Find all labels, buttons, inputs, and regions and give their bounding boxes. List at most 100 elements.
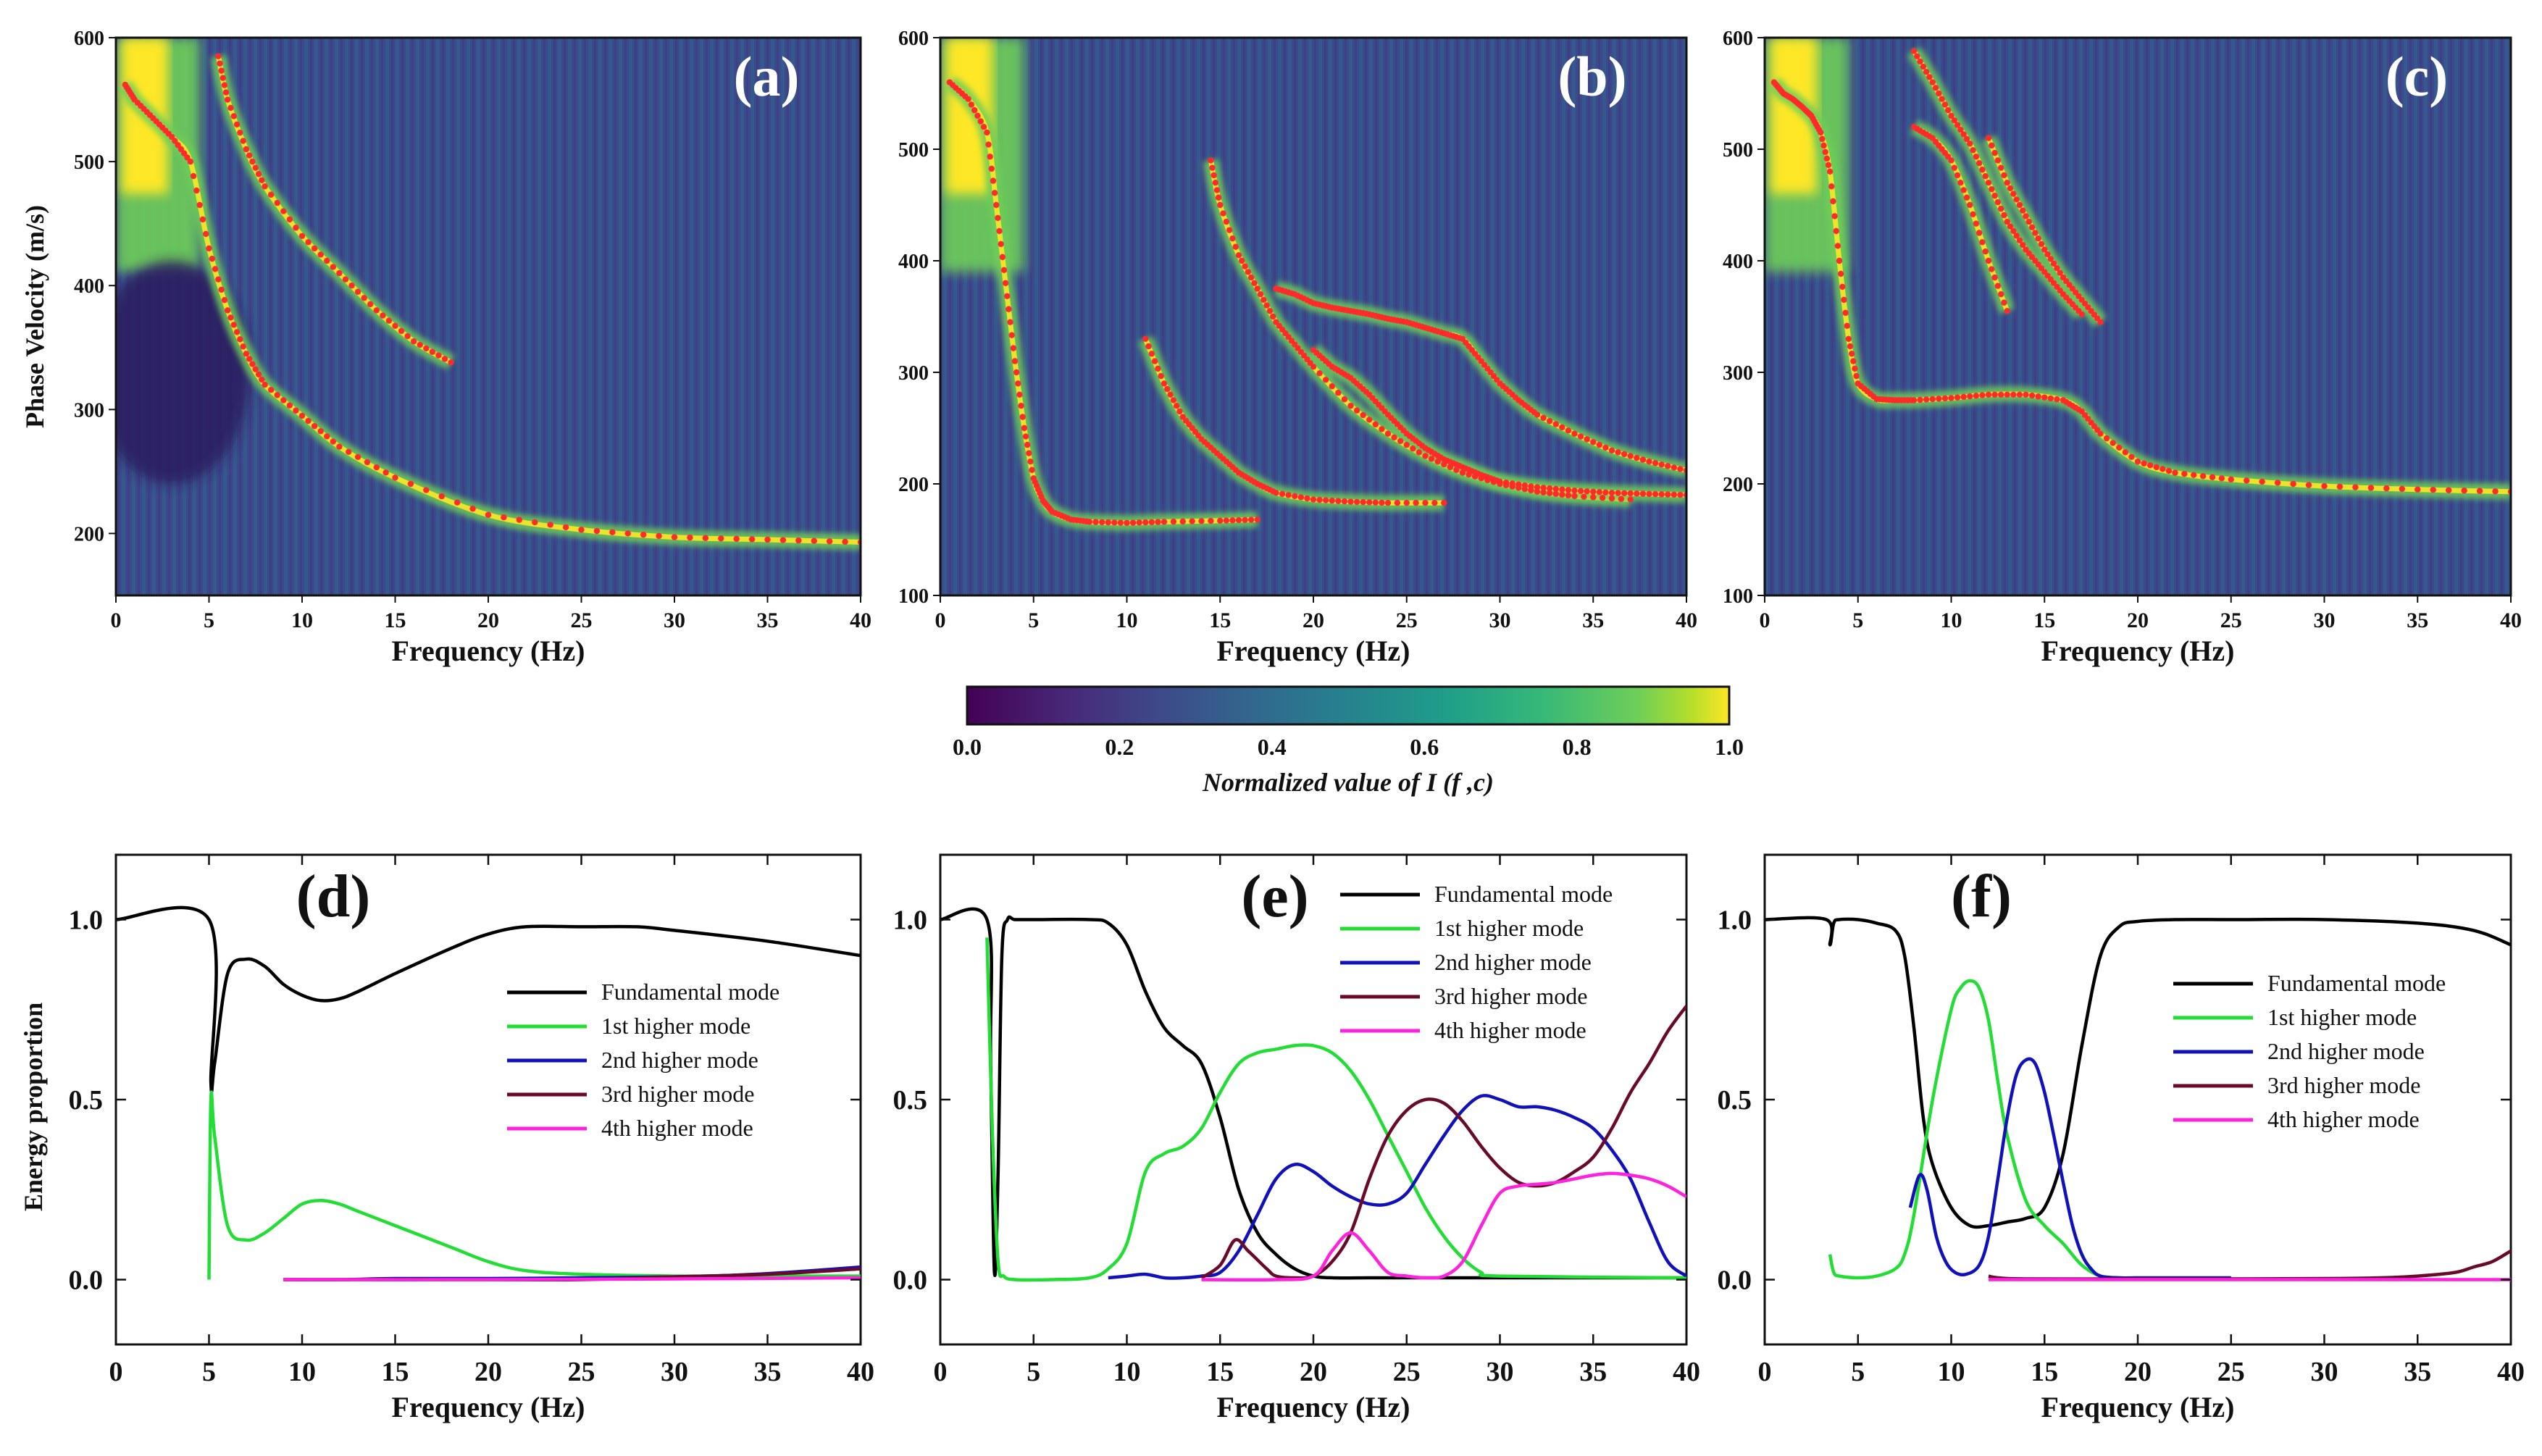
picked-point (1142, 519, 1149, 526)
x-tick-label: 40 (850, 608, 871, 632)
picked-point (336, 269, 343, 277)
picked-point (516, 516, 523, 523)
picked-point (1540, 485, 1547, 491)
picked-point (1189, 518, 1195, 524)
picked-point (2028, 392, 2036, 399)
picked-point (1994, 283, 2002, 289)
x-tick-label: 15 (382, 1357, 409, 1387)
picked-point (1565, 492, 1572, 499)
picked-point (842, 538, 848, 545)
picked-point (1847, 343, 1854, 350)
picked-point (1161, 380, 1168, 387)
picked-point (1247, 516, 1255, 523)
picked-point (1658, 461, 1665, 468)
picked-point (1285, 492, 1292, 498)
picked-point (1929, 79, 1936, 85)
picked-point (2336, 483, 2344, 490)
picked-point (1997, 291, 2004, 298)
picked-point (1459, 469, 1466, 476)
x-axis-title: Frequency (Hz) (2041, 635, 2235, 667)
picked-point (218, 286, 225, 293)
x-tick-label: 20 (1303, 608, 1324, 632)
picked-point (1235, 252, 1242, 259)
picked-point (2103, 435, 2110, 442)
series-line-1 (985, 937, 1686, 1282)
picked-point (1145, 343, 1152, 350)
x-tick-label: 5 (202, 1357, 216, 1387)
x-tick-label: 20 (474, 1357, 502, 1387)
picked-point (1540, 489, 1547, 496)
y-tick-label: 0.0 (69, 1265, 104, 1296)
picked-point (1546, 485, 1553, 492)
picked-point (267, 387, 275, 393)
picked-point (330, 438, 337, 445)
x-tick-label: 5 (1027, 1357, 1040, 1387)
picked-point (1960, 393, 1967, 401)
picked-point (1422, 453, 1429, 459)
picked-point (1266, 308, 1274, 314)
picked-point (469, 506, 476, 512)
x-tick-label: 35 (754, 1357, 782, 1387)
picked-point (2038, 240, 2045, 248)
picked-point (2054, 396, 2060, 403)
picked-point (1273, 490, 1279, 496)
picked-point (2134, 459, 2141, 465)
legend: Fundamental mode 1st higher mode 2nd highe… (2173, 970, 2446, 1132)
picked-point (252, 366, 259, 372)
picked-point (1441, 499, 1447, 506)
picked-point (1970, 211, 1976, 218)
picked-point (1092, 519, 1099, 525)
x-tick-label: 5 (1028, 608, 1039, 632)
picked-point (1941, 395, 1949, 402)
picked-point (656, 532, 662, 540)
picked-point (2001, 212, 2007, 219)
picked-point (1010, 345, 1017, 351)
y-tick-label: 100 (1723, 585, 1753, 608)
picked-point (2004, 218, 2010, 225)
picked-point (237, 129, 243, 136)
picked-point (259, 177, 265, 183)
picked-point (1665, 463, 1671, 469)
picked-point (1979, 392, 1986, 398)
picked-point (1945, 106, 1952, 114)
x-tick-label: 0 (935, 608, 946, 632)
picked-point (2007, 185, 2014, 192)
picked-point (1599, 495, 1606, 501)
picked-point (1844, 322, 1850, 330)
picked-point (240, 343, 246, 350)
picked-point (1677, 491, 1684, 498)
picked-point (1316, 370, 1323, 377)
picked-point (1347, 498, 1354, 505)
picked-point (243, 351, 250, 357)
picked-point (1251, 280, 1258, 286)
picked-point (984, 129, 990, 136)
picked-point (999, 254, 1006, 261)
picked-point (1000, 267, 1008, 274)
picked-point (233, 329, 241, 335)
picked-point (1997, 164, 2004, 171)
picked-point (1242, 263, 1248, 269)
picked-point (1634, 454, 1640, 461)
x-tick-label: 5 (204, 608, 214, 632)
picked-point (1502, 480, 1510, 486)
picked-point (249, 361, 256, 367)
picked-point (175, 142, 181, 148)
picked-point (1379, 426, 1385, 432)
picked-point (1841, 296, 1847, 304)
x-tick-label: 25 (568, 1357, 595, 1387)
picked-point (2010, 191, 2017, 197)
picked-point (196, 201, 203, 209)
picked-point (1831, 213, 1838, 219)
picked-point (1559, 491, 1565, 498)
picked-point (2010, 227, 2017, 235)
picked-point (298, 412, 306, 419)
picked-point (991, 190, 998, 196)
x-tick-label: 20 (2127, 608, 2149, 632)
picked-point (221, 82, 228, 88)
picked-point (1652, 460, 1659, 466)
picked-point (811, 537, 817, 544)
y-tick-label: 600 (1723, 28, 1753, 50)
picked-point (2013, 233, 2020, 239)
picked-point (2191, 472, 2197, 478)
picked-point (2097, 430, 2104, 437)
